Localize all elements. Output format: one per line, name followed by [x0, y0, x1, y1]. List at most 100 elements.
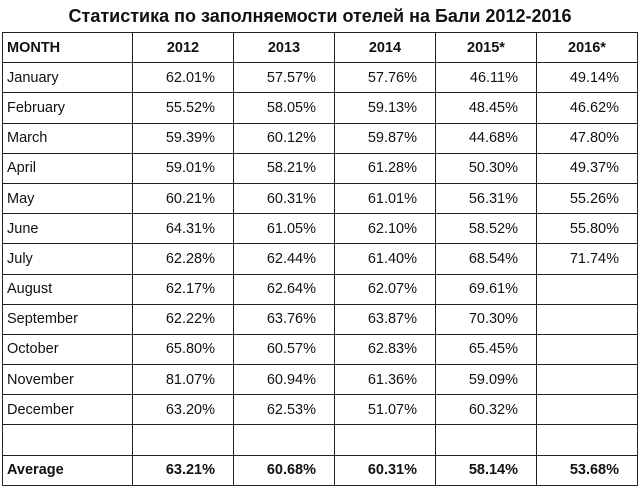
month-cell: October: [2, 333, 133, 366]
value-cell: 49.14%: [536, 62, 638, 94]
value-cell: 61.40%: [334, 243, 436, 275]
value-cell: 62.01%: [132, 62, 234, 94]
value-cell: [536, 394, 638, 426]
average-cell: 60.68%: [233, 454, 335, 486]
column-header-month: MONTH: [2, 31, 133, 64]
value-cell: 61.36%: [334, 364, 436, 396]
table-row: June 64.31% 61.05% 62.10% 58.52% 55.80%: [2, 213, 638, 245]
month-cell: July: [2, 243, 133, 275]
value-cell: [435, 424, 537, 456]
value-cell: [334, 424, 436, 456]
value-cell: 61.01%: [334, 182, 436, 215]
value-cell: 60.31%: [233, 182, 335, 215]
month-cell: November: [2, 364, 133, 396]
page-title: Статистика по заполняемости отелей на Ба…: [68, 6, 572, 26]
value-cell: 64.31%: [132, 213, 234, 245]
month-cell: June: [2, 213, 133, 245]
average-cell: 60.31%: [334, 454, 436, 486]
value-cell: 59.13%: [334, 92, 436, 124]
value-cell: 69.61%: [435, 273, 537, 305]
value-cell: [536, 364, 638, 396]
value-cell: 50.30%: [435, 152, 537, 184]
average-cell: 53.68%: [536, 454, 638, 486]
table-row: April 59.01% 58.21% 61.28% 50.30% 49.37%: [2, 152, 638, 184]
table-row: January 62.01% 57.57% 57.76% 46.11% 49.1…: [2, 62, 638, 94]
value-cell: 62.17%: [132, 273, 234, 305]
value-cell: [233, 424, 335, 456]
value-cell: 62.64%: [233, 273, 335, 305]
value-cell: [536, 303, 638, 335]
value-cell: 62.07%: [334, 273, 436, 305]
value-cell: 57.57%: [233, 62, 335, 94]
table-row: August 62.17% 62.64% 62.07% 69.61%: [2, 273, 638, 305]
value-cell: [536, 424, 638, 456]
value-cell: 60.94%: [233, 364, 335, 396]
value-cell: 62.10%: [334, 213, 436, 245]
value-cell: 62.22%: [132, 303, 234, 335]
table-row: November 81.07% 60.94% 61.36% 59.09%: [2, 364, 638, 396]
value-cell: [132, 424, 234, 456]
month-cell: September: [2, 303, 133, 335]
empty-row: [2, 424, 638, 456]
column-header-2012: 2012: [132, 31, 234, 64]
table-row: December 63.20% 62.53% 51.07% 60.32%: [2, 394, 638, 426]
value-cell: 68.54%: [435, 243, 537, 275]
value-cell: 60.57%: [233, 333, 335, 366]
value-cell: 62.28%: [132, 243, 234, 275]
value-cell: 59.01%: [132, 152, 234, 184]
average-label: Average: [2, 454, 133, 486]
value-cell: 63.76%: [233, 303, 335, 335]
value-cell: 63.87%: [334, 303, 436, 335]
value-cell: 55.26%: [536, 182, 638, 215]
value-cell: 57.76%: [334, 62, 436, 94]
value-cell: 58.21%: [233, 152, 335, 184]
table-row: May 60.21% 60.31% 61.01% 56.31% 55.26%: [2, 182, 638, 215]
month-cell: February: [2, 92, 133, 124]
value-cell: 56.31%: [435, 182, 537, 215]
table-row: February 55.52% 58.05% 59.13% 48.45% 46.…: [2, 92, 638, 124]
value-cell: 65.45%: [435, 333, 537, 366]
value-cell: 44.68%: [435, 122, 537, 154]
value-cell: 46.11%: [435, 62, 537, 94]
average-row: Average 63.21% 60.68% 60.31% 58.14% 53.6…: [2, 454, 638, 486]
column-header-2015: 2015*: [435, 31, 537, 64]
value-cell: [536, 273, 638, 305]
value-cell: 60.12%: [233, 122, 335, 154]
value-cell: 47.80%: [536, 122, 638, 154]
value-cell: 62.83%: [334, 333, 436, 366]
value-cell: 62.53%: [233, 394, 335, 426]
value-cell: 58.52%: [435, 213, 537, 245]
column-header-2014: 2014: [334, 31, 436, 64]
value-cell: 48.45%: [435, 92, 537, 124]
month-cell: January: [2, 62, 133, 94]
value-cell: 59.39%: [132, 122, 234, 154]
table-row: July 62.28% 62.44% 61.40% 68.54% 71.74%: [2, 243, 638, 275]
value-cell: 61.05%: [233, 213, 335, 245]
value-cell: 61.28%: [334, 152, 436, 184]
value-cell: 60.32%: [435, 394, 537, 426]
value-cell: 58.05%: [233, 92, 335, 124]
column-header-2013: 2013: [233, 31, 335, 64]
value-cell: 70.30%: [435, 303, 537, 335]
month-cell: April: [2, 152, 133, 184]
value-cell: 62.44%: [233, 243, 335, 275]
table-row: March 59.39% 60.12% 59.87% 44.68% 47.80%: [2, 122, 638, 154]
value-cell: [536, 333, 638, 366]
average-cell: 63.21%: [132, 454, 234, 486]
value-cell: 63.20%: [132, 394, 234, 426]
value-cell: 59.87%: [334, 122, 436, 154]
header-row: MONTH 2012 2013 2014 2015* 2016*: [2, 31, 638, 64]
value-cell: 55.80%: [536, 213, 638, 245]
value-cell: 55.52%: [132, 92, 234, 124]
value-cell: 60.21%: [132, 182, 234, 215]
table-row: September 62.22% 63.76% 63.87% 70.30%: [2, 303, 638, 335]
month-cell: December: [2, 394, 133, 426]
month-cell: May: [2, 182, 133, 215]
month-cell: [2, 424, 133, 456]
value-cell: 46.62%: [536, 92, 638, 124]
average-cell: 58.14%: [435, 454, 537, 486]
occupancy-table: MONTH 2012 2013 2014 2015* 2016* January…: [2, 31, 638, 486]
month-cell: March: [2, 122, 133, 154]
column-header-2016: 2016*: [536, 31, 638, 64]
table-row: October 65.80% 60.57% 62.83% 65.45%: [2, 333, 638, 366]
